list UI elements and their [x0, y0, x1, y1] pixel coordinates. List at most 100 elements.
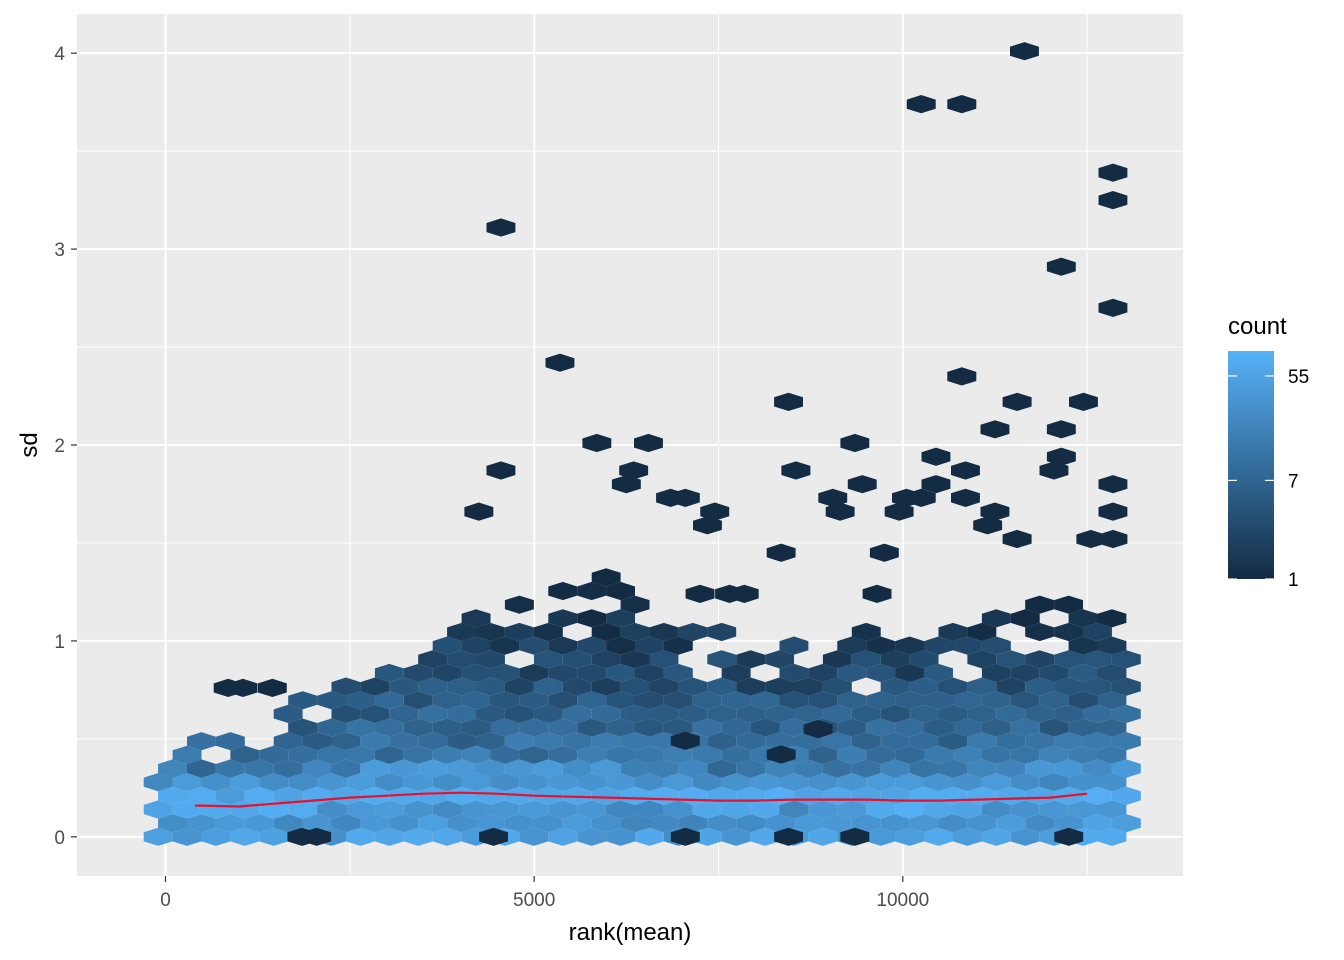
- hexbin-cell: [750, 773, 780, 792]
- hexbin-cell: [1097, 663, 1127, 683]
- hexbin-cell: [649, 759, 679, 778]
- hexbin-cell: [331, 704, 361, 723]
- hexbin-outlier: [1002, 392, 1032, 411]
- hexbin-cell: [288, 691, 318, 710]
- hexbin-cell: [447, 732, 476, 751]
- hexbin-cell: [1054, 759, 1083, 778]
- hexbin-outlier: [1098, 502, 1128, 521]
- hexbin-outlier: [1069, 392, 1098, 411]
- hexbin-outlier: [619, 461, 649, 480]
- hexbin-cell: [794, 677, 823, 696]
- hexbin-outlier: [766, 745, 796, 764]
- hexbin-cell: [418, 814, 448, 833]
- hexbin-cell: [360, 814, 390, 833]
- hexbin-outlier: [980, 420, 1010, 439]
- hexbin-outlier: [1046, 447, 1076, 466]
- hexbin-cell: [996, 759, 1026, 778]
- hexbin-cell: [504, 622, 534, 642]
- hexbin-cell: [808, 691, 838, 710]
- hexbin-cell: [548, 636, 578, 655]
- hexbin-cell: [895, 636, 924, 655]
- hexbin-cell: [678, 704, 708, 723]
- hexbin-cell: [692, 827, 722, 846]
- hexbin-cell: [432, 718, 462, 737]
- hexbin-outlier: [670, 488, 700, 507]
- hexbin-cell: [635, 827, 664, 846]
- hexbin-cell: [606, 773, 635, 792]
- hexbin-cell: [967, 814, 997, 833]
- hexbin-cell: [909, 814, 939, 833]
- hexbin-cell: [187, 759, 216, 778]
- hexbin-cell: [663, 745, 693, 764]
- hexbin-cell: [562, 814, 592, 833]
- hexbin-cell: [938, 677, 968, 696]
- hexbin-cell: [606, 827, 635, 846]
- hexbin-cell: [533, 814, 563, 833]
- hexbin-cell: [331, 786, 361, 805]
- hexbin-cell: [504, 814, 534, 833]
- hexbin-cell: [331, 732, 361, 751]
- hexbin-cell: [1097, 773, 1127, 792]
- hexbin-cell: [765, 732, 794, 751]
- hexbin-cell: [794, 814, 823, 833]
- hexbin-cell: [750, 827, 780, 846]
- y-tick-label: 3: [54, 240, 65, 261]
- x-axis-ticks: 0 5000 10000: [160, 876, 929, 911]
- hexbin-cell: [1097, 636, 1127, 655]
- hexbin-cell: [1068, 745, 1098, 764]
- hexbin-cell: [158, 759, 187, 778]
- hexbin-cell: [418, 759, 448, 778]
- hexbin-cell: [866, 718, 896, 737]
- hexbin-cell: [1054, 704, 1083, 723]
- hexbin-cell: [317, 718, 346, 737]
- hexbin-cell: [1068, 609, 1098, 628]
- hexbin-outlier: [1010, 42, 1039, 61]
- hexbin-cell: [1068, 691, 1098, 710]
- hexbin-outlier: [840, 433, 870, 453]
- hexbin-cell: [837, 745, 867, 764]
- hexbin-cell: [663, 800, 693, 819]
- hexbin-cell: [953, 745, 982, 764]
- hexbin-cell: [1097, 718, 1127, 737]
- hexbin-cell: [1097, 691, 1127, 710]
- hexbin-cell: [794, 704, 823, 723]
- hexbin-cell: [649, 650, 679, 669]
- hexbin-cell: [822, 814, 852, 833]
- hexbin-cell: [822, 650, 852, 669]
- hexbin-outlier: [847, 475, 877, 494]
- hexbin-cell: [562, 677, 592, 696]
- hexbin-outlier: [1046, 257, 1076, 276]
- hexbin-cell: [866, 800, 896, 819]
- hexbin-cell: [273, 704, 303, 723]
- hexbin-cell: [230, 773, 260, 792]
- hexbin-cell: [346, 745, 375, 764]
- hexbin-cell: [490, 800, 520, 819]
- hexbin-cell: [779, 773, 809, 792]
- hexbin-cell: [548, 827, 578, 846]
- hexbin-outlier: [803, 720, 833, 739]
- hexbin-cell: [215, 732, 245, 751]
- hexbin-cell: [447, 814, 476, 833]
- hexbin-cell: [1068, 636, 1098, 655]
- smooth-line-group: [194, 791, 1088, 808]
- hexbin-cell: [953, 691, 982, 710]
- hexbin-cell: [866, 636, 896, 655]
- hexbin-cell: [880, 650, 910, 669]
- hexbin-cell: [620, 677, 650, 696]
- x-axis-title: rank(mean): [569, 919, 692, 946]
- hexbin-cell: [924, 636, 953, 655]
- hexbin-outlier: [700, 502, 730, 521]
- hexbin-cell: [996, 814, 1026, 833]
- hexbin-cell: [447, 704, 476, 723]
- hexbin-cells: [143, 42, 1141, 846]
- hexbin-cell: [837, 773, 867, 792]
- hexbin-cell: [519, 636, 549, 655]
- hexbin-cell: [302, 814, 332, 833]
- hexbin-cell: [707, 704, 737, 723]
- hexbin-cell: [1025, 814, 1055, 833]
- hexbin-outlier: [862, 584, 892, 603]
- hexbin-cell: [851, 622, 881, 642]
